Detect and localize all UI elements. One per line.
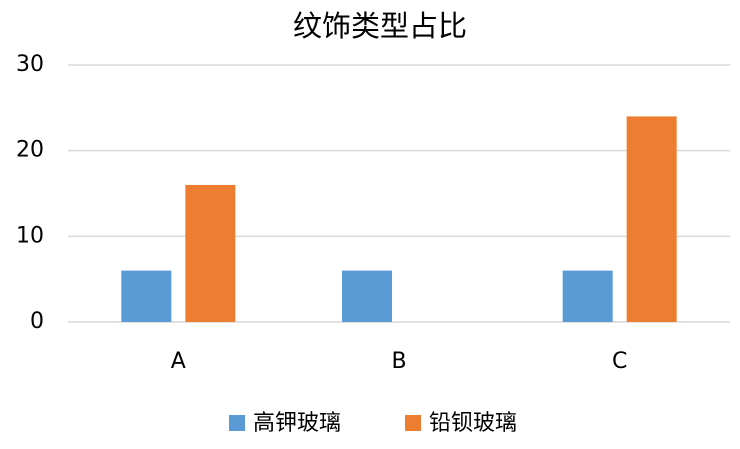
legend-label: 铅钡玻璃: [429, 411, 517, 436]
y-tick-label: 0: [30, 309, 44, 334]
x-tick-label: C: [612, 349, 627, 374]
bar: [562, 270, 613, 322]
bar: [342, 270, 392, 322]
bar: [626, 116, 677, 323]
legend-swatch: [405, 415, 421, 431]
y-tick-label: 10: [16, 223, 44, 248]
bar: [185, 184, 236, 322]
x-tick-label: A: [171, 349, 186, 374]
y-tick-label: 20: [16, 138, 44, 163]
legend-label: 高钾玻璃: [253, 411, 341, 436]
legend-swatch: [229, 415, 245, 431]
chart-title: 纹饰类型占比: [293, 9, 467, 43]
x-tick-label: B: [391, 349, 406, 374]
bar: [121, 270, 172, 322]
y-tick-label: 30: [16, 52, 44, 77]
